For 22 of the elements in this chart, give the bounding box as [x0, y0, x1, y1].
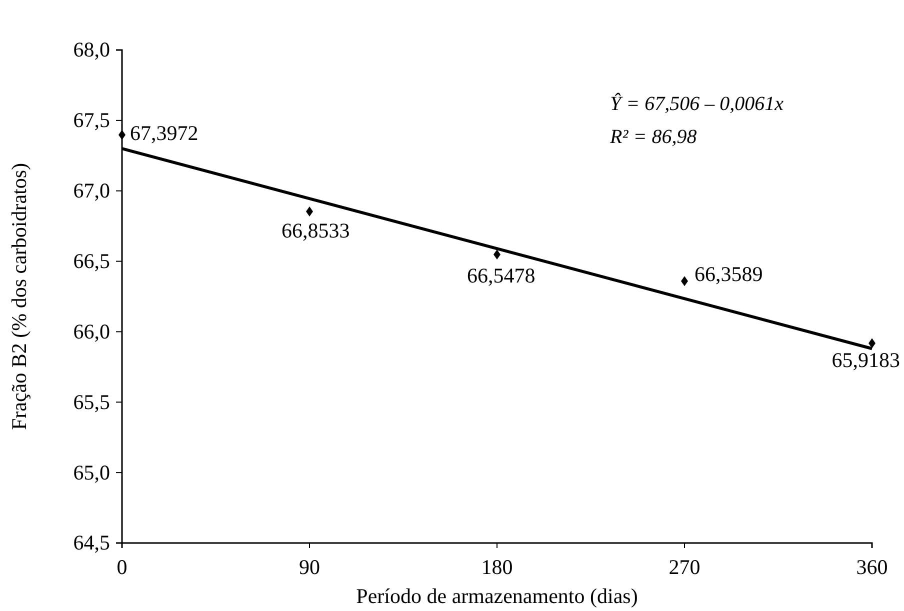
x-axis-title: Período de armazenamento (dias) — [356, 584, 638, 608]
data-label: 66,8533 — [282, 218, 350, 243]
y-tick-label: 67,0 — [73, 178, 110, 203]
y-axis-title: Fração B2 (% dos carboidratos) — [7, 162, 31, 430]
annotation: R² = 86,98 — [609, 126, 697, 148]
y-tick-label: 64,5 — [73, 530, 110, 555]
data-label: 66,3589 — [694, 262, 763, 286]
data-label: 67,3972 — [130, 120, 198, 145]
x-tick-label: 360 — [856, 554, 888, 579]
x-tick-label: 270 — [668, 554, 700, 579]
y-tick-label: 66,0 — [73, 319, 110, 344]
x-tick-label: 180 — [481, 554, 513, 579]
y-tick-label: 66,5 — [73, 249, 110, 274]
data-label: 65,9183 — [832, 348, 900, 372]
y-tick-label: 65,0 — [73, 460, 110, 484]
x-tick-label: 0 — [116, 554, 128, 579]
y-tick-label: 68,0 — [73, 38, 110, 62]
x-tick-label: 90 — [299, 554, 320, 579]
y-tick-label: 65,5 — [73, 390, 110, 414]
y-tick-label: 67,5 — [73, 108, 110, 132]
data-label: 66,5478 — [467, 264, 536, 288]
annotation: Ŷ = 67,506 – 0,0061x — [610, 92, 784, 115]
